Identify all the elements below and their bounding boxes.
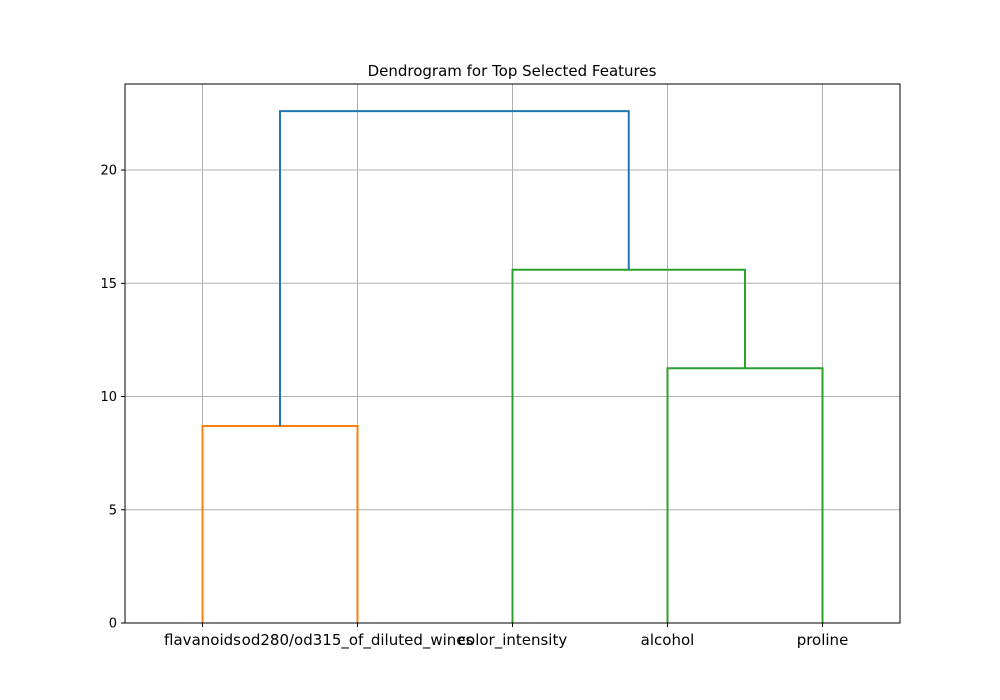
dendrogram-link [666, 367, 824, 623]
dendrogram-link [201, 424, 359, 623]
leaf-label: proline [797, 631, 849, 649]
leaf-label: flavanoids [164, 631, 241, 649]
dendrogram-links [201, 110, 824, 623]
leaf-label: color_intensity [458, 631, 568, 650]
leaf-label: od280/od315_of_diluted_wines [242, 631, 474, 650]
chart-title: Dendrogram for Top Selected Features [368, 62, 657, 80]
leaf-label: alcohol [641, 631, 695, 649]
y-tick-label: 20 [100, 164, 117, 179]
x-axis-ticks: flavanoids od280/od315_of_diluted_winesco… [164, 623, 848, 650]
y-axis-ticks: 0 5 10 15 20 [100, 164, 125, 632]
dendrogram-link [279, 110, 630, 426]
y-tick-label: 0 [109, 617, 117, 632]
y-tick-label: 10 [100, 390, 117, 405]
y-tick-label: 5 [109, 503, 117, 518]
dendrogram-link [511, 268, 746, 623]
y-tick-label: 15 [100, 277, 117, 292]
